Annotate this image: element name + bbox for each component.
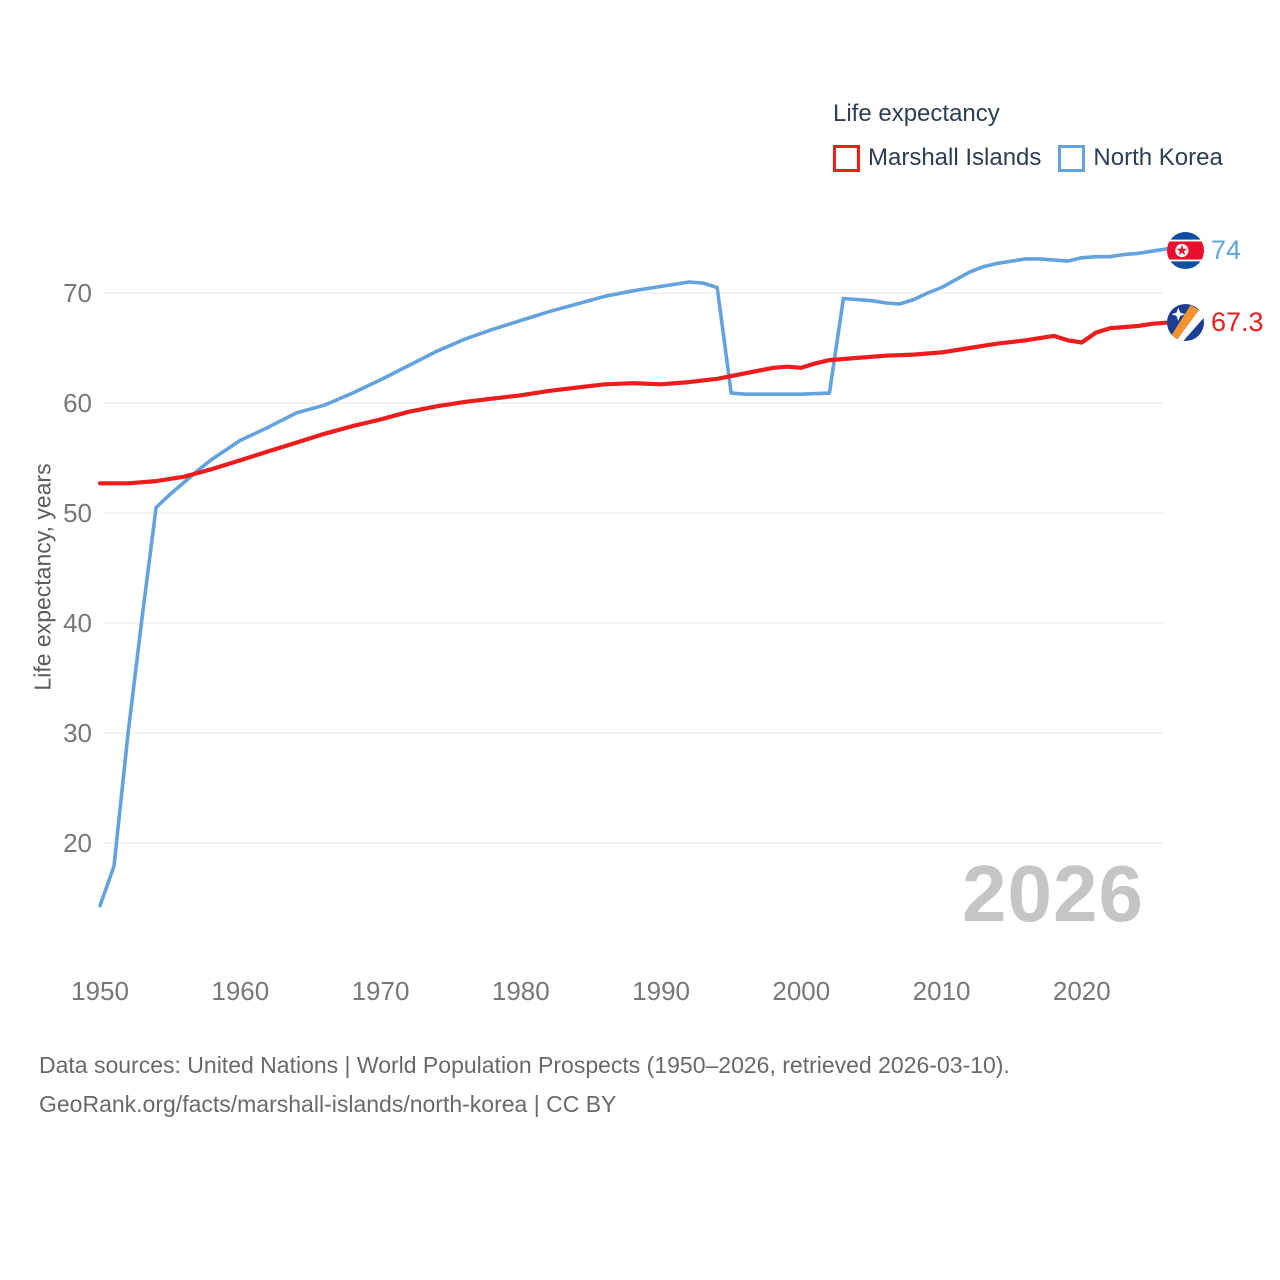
svg-text:1980: 1980 — [492, 976, 550, 1006]
north-korea-flag-icon — [1167, 232, 1204, 269]
legend-title: Life expectancy — [833, 100, 1000, 127]
data-sources-line: Data sources: United Nations | World Pop… — [39, 1052, 1010, 1078]
marshall-islands-end-label: 67.3 — [1167, 304, 1264, 341]
svg-text:70: 70 — [63, 278, 92, 308]
legend-item-label: North Korea — [1093, 144, 1223, 171]
attribution-line: GeoRank.org/facts/marshall-islands/north… — [39, 1091, 617, 1117]
svg-text:20: 20 — [63, 828, 92, 858]
footer-sources: Data sources: United Nations | World Pop… — [39, 1046, 1010, 1124]
legend: Life expectancy Marshall Islands North K… — [833, 100, 1253, 172]
legend-item-marshall-islands[interactable]: Marshall Islands — [833, 144, 1041, 172]
marshall-islands-swatch-icon — [833, 144, 860, 172]
svg-text:40: 40 — [63, 608, 92, 638]
north-korea-swatch-icon — [1058, 144, 1086, 172]
svg-text:1990: 1990 — [632, 976, 690, 1006]
marshall-islands-end-value: 67.3 — [1211, 307, 1264, 337]
marshall-islands-flag-icon — [1167, 304, 1204, 341]
legend-item-north-korea[interactable]: North Korea — [1058, 144, 1223, 172]
watermark-year: 2026 — [962, 849, 1144, 938]
legend-items: Marshall Islands North Korea — [833, 144, 1253, 172]
svg-text:2000: 2000 — [772, 976, 830, 1006]
line-chart-plot: 20 30 40 50 60 70 1950 1960 1970 1980 1990 2000 2010… — [63, 247, 1169, 1006]
svg-text:2010: 2010 — [913, 976, 971, 1006]
north-korea-end-label: 74 — [1167, 232, 1241, 269]
svg-text:60: 60 — [63, 388, 92, 418]
svg-text:2020: 2020 — [1053, 976, 1111, 1006]
svg-text:50: 50 — [63, 498, 92, 528]
y-axis-label: Life expectancy, years — [29, 463, 56, 691]
svg-text:30: 30 — [63, 718, 92, 748]
svg-text:1960: 1960 — [211, 976, 269, 1006]
svg-text:1950: 1950 — [71, 976, 129, 1006]
north-korea-end-value: 74 — [1211, 235, 1242, 265]
svg-text:1970: 1970 — [352, 976, 410, 1006]
legend-item-label: Marshall Islands — [868, 144, 1042, 171]
